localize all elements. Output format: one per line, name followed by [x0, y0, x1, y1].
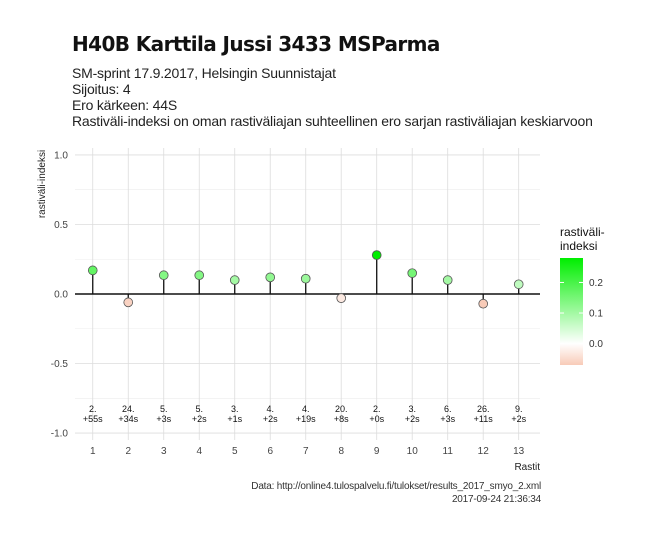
- data-point: [513, 279, 524, 290]
- rank-label: 4.: [302, 404, 310, 414]
- rank-label: 26.: [477, 404, 490, 414]
- time-diff-label: +2s: [511, 414, 526, 424]
- data-point: [229, 275, 240, 285]
- data-point: [123, 297, 134, 308]
- legend-title: indeksi: [560, 239, 597, 253]
- rank-label: 4.: [266, 404, 274, 414]
- subtitle-gap: Ero kärkeen: 44S: [72, 97, 177, 113]
- axes: -1.0-0.50.00.51.01 2 3 4 5 6 7 8 9 10 11 12 13Rastit…: [37, 150, 540, 473]
- time-diff-label: +3s: [440, 414, 455, 424]
- x-tick-label: 7: [303, 446, 309, 457]
- time-diff-label: +2s: [263, 414, 278, 424]
- subtitle-event: SM-sprint 17.9.2017, Helsingin Suunnista…: [72, 65, 336, 81]
- x-tick-label: 13: [513, 446, 525, 457]
- x-tick-label: 10: [407, 446, 419, 457]
- x-tick-label: 2: [125, 446, 131, 457]
- y-tick-label: 0.5: [54, 220, 68, 231]
- y-axis-title: rastiväli-indeksi: [37, 150, 48, 218]
- rank-label: 3.: [408, 404, 416, 414]
- rank-label: 3.: [231, 404, 239, 414]
- data-point: [265, 272, 276, 283]
- chart-title: H40B Karttila Jussi 3433 MSParma: [72, 32, 440, 56]
- x-axis-title: Rastit: [514, 462, 540, 473]
- time-diff-label: +0s: [369, 414, 384, 424]
- data-point: [194, 270, 205, 281]
- x-tick-label: 5: [232, 446, 238, 457]
- data-point: [87, 265, 98, 276]
- time-diff-label: +19s: [296, 414, 316, 424]
- x-tick-label: 3: [161, 446, 167, 457]
- rank-label: 2.: [89, 404, 97, 414]
- annotations: 2.+55s24.+34s5.+3s5.+2s3.+1s4.+2s4.+19s2…: [83, 404, 527, 424]
- y-tick-label: 0.0: [54, 290, 68, 301]
- legend-title: rastiväli-: [560, 225, 605, 239]
- data-marks: [87, 250, 524, 309]
- x-tick-label: 4: [196, 446, 202, 457]
- data-point: [158, 270, 169, 281]
- timestamp: 2017-09-24 21:36:34: [451, 494, 541, 505]
- time-diff-label: +8s: [334, 414, 349, 424]
- time-diff-label: +2s: [192, 414, 207, 424]
- time-diff-label: +1s: [227, 414, 242, 424]
- color-legend: rastiväli-indeksi 0.2 0.1 0.0: [560, 225, 605, 365]
- time-diff-label: +34s: [118, 414, 138, 424]
- data-point: [478, 298, 489, 309]
- time-diff-label: +2s: [405, 414, 420, 424]
- legend-tick-label: 0.0: [589, 339, 603, 350]
- data-point: [300, 273, 311, 284]
- rank-label: 24.: [122, 404, 135, 414]
- legend-tick-label: 0.1: [589, 309, 603, 320]
- subtitle-description: Rastiväli-indeksi on oman rastiväliajan …: [72, 113, 593, 129]
- x-tick-label: 9: [374, 446, 380, 457]
- data-source: Data: http://online4.tulospalvelu.fi/tul…: [251, 481, 541, 492]
- time-diff-label: +3s: [156, 414, 171, 424]
- subtitle-placement: Sijoitus: 4: [72, 81, 131, 97]
- rank-label: 6.: [444, 404, 452, 414]
- y-tick-label: 1.0: [54, 150, 68, 161]
- rank-label: 2.: [373, 404, 381, 414]
- data-point: [371, 250, 382, 260]
- y-tick-label: -0.5: [51, 359, 69, 370]
- x-tick-label: 12: [478, 446, 490, 457]
- legend-colorbar: [560, 258, 583, 365]
- data-point: [442, 275, 453, 285]
- time-diff-label: +11s: [474, 414, 494, 424]
- rank-label: 9.: [515, 404, 523, 414]
- data-point: [336, 293, 347, 303]
- y-tick-label: -1.0: [51, 429, 69, 440]
- x-tick-label: 8: [338, 446, 344, 457]
- time-diff-label: +55s: [83, 414, 103, 424]
- x-tick-label: 1: [90, 446, 96, 457]
- rank-label: 5.: [160, 404, 168, 414]
- data-point: [407, 268, 418, 278]
- x-tick-label: 6: [267, 446, 273, 457]
- legend-tick-label: 0.2: [589, 278, 603, 289]
- grid: [75, 148, 540, 440]
- x-tick-label: 11: [443, 446, 454, 457]
- rank-label: 5.: [195, 404, 203, 414]
- rank-label: 20.: [335, 404, 348, 414]
